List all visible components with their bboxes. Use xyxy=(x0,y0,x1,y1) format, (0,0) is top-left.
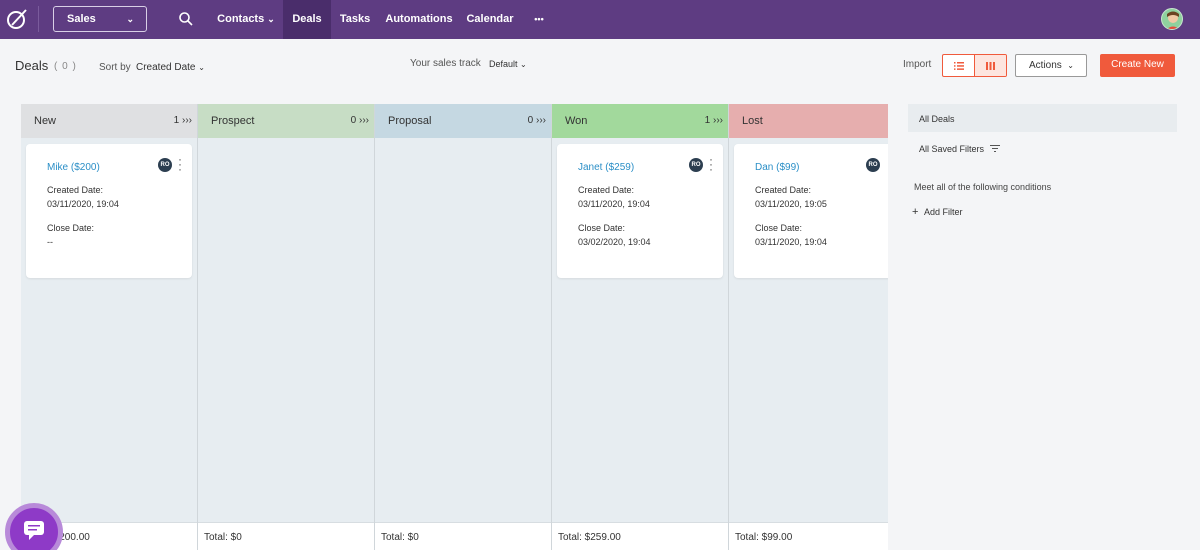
deal-card[interactable]: Janet ($259) RO · · · Created Date: 03/11/… xyxy=(557,144,723,278)
filter-panel: All Deals All Saved Filters Meet all of … xyxy=(908,104,1177,550)
deal-title-link[interactable]: Janet ($259) xyxy=(578,162,635,173)
chevron-down-icon: ⌄ xyxy=(267,14,275,24)
stage-name: Prospect xyxy=(211,115,255,127)
sales-track-label: Your sales track xyxy=(410,58,481,69)
chat-icon xyxy=(24,521,44,540)
nav-contacts-label: Contacts xyxy=(217,13,265,25)
user-avatar[interactable] xyxy=(1161,8,1183,30)
owner-avatar: RO xyxy=(866,158,880,172)
nav-tasks-label: Tasks xyxy=(339,13,371,25)
add-filter-button[interactable]: + Add Filter xyxy=(912,206,962,218)
close-date-value: -- xyxy=(47,237,53,247)
sort-label: Sort by xyxy=(99,62,131,73)
stage-count: 0 ››› xyxy=(350,115,369,126)
top-nav: Sales ⌄ Contacts ⌄ Deals Tasks Automatio… xyxy=(0,0,1200,39)
deal-title-link[interactable]: Dan ($99) xyxy=(755,162,800,173)
stage-column-lost: Lost 1 Dan ($99) RO Created Date: 03/11/… xyxy=(729,104,888,550)
actions-button[interactable]: Actions ⌄ xyxy=(1015,54,1087,77)
nav-calendar[interactable]: Calendar xyxy=(460,0,520,39)
all-deals-filter[interactable]: All Deals xyxy=(908,104,1177,132)
nav-divider xyxy=(38,6,39,32)
sales-track-select[interactable]: Default ⌄ xyxy=(489,59,527,69)
chevron-down-icon: ⌄ xyxy=(198,63,205,72)
view-toggle xyxy=(942,54,1007,77)
stage-count: 1 ››› xyxy=(173,115,192,126)
deal-title-link[interactable]: Mike ($200) xyxy=(47,162,100,173)
stage-column-prospect: Prospect 0 ››› Total: $0 xyxy=(198,104,375,550)
owner-avatar: RO xyxy=(158,158,172,172)
chevron-down-icon: ⌄ xyxy=(126,14,134,24)
chevron-down-icon: ⌄ xyxy=(520,60,527,69)
sort-select-value: Created Date xyxy=(136,62,196,73)
create-new-button[interactable]: Create New xyxy=(1100,54,1175,77)
conditions-text: Meet all of the following conditions xyxy=(914,182,1052,192)
owner-avatar: RO xyxy=(689,158,703,172)
filter-icon xyxy=(989,145,1000,152)
close-date-label: Close Date: xyxy=(755,223,803,233)
list-icon xyxy=(953,61,964,70)
deals-count: ( 0 ) xyxy=(54,61,77,72)
stage-header: Prospect 0 ››› xyxy=(198,104,374,138)
board-view-button[interactable] xyxy=(974,55,1006,76)
sort-select[interactable]: Created Date ⌄ xyxy=(136,62,205,73)
nav-contacts[interactable]: Contacts ⌄ xyxy=(210,0,282,39)
nav-deals[interactable]: Deals xyxy=(283,0,331,39)
stage-name: Won xyxy=(565,115,588,127)
add-filter-label: Add Filter xyxy=(923,207,963,217)
kebab-menu-icon[interactable]: · · · xyxy=(709,152,713,176)
created-date-value: 03/11/2020, 19:05 xyxy=(755,199,827,209)
nav-tasks[interactable]: Tasks xyxy=(331,0,379,39)
user-avatar-icon xyxy=(1167,11,1179,29)
app-logo-icon[interactable] xyxy=(6,8,28,30)
stage-column-new: New 1 ››› Mike ($200) RO · · · Created Dat… xyxy=(21,104,198,550)
page-title: Deals xyxy=(15,58,49,73)
saved-filters-label: All Saved Filters xyxy=(919,144,985,154)
created-date-value: 03/11/2020, 19:04 xyxy=(578,199,650,209)
list-view-button[interactable] xyxy=(943,55,974,76)
stage-count: 0 ››› xyxy=(527,115,546,126)
import-link[interactable]: Import xyxy=(903,59,932,70)
plus-icon: + xyxy=(912,206,919,218)
chevron-down-icon: ⌄ xyxy=(1067,61,1074,70)
created-date-label: Created Date: xyxy=(47,185,104,195)
more-menu-icon[interactable]: ••• xyxy=(534,14,544,24)
saved-filters-toggle[interactable]: All Saved Filters xyxy=(919,144,1000,154)
stage-total: Total: $0 xyxy=(198,522,374,550)
stage-column-won: Won 1 ››› Janet ($259) RO · · · Created Da… xyxy=(552,104,729,550)
kebab-menu-icon[interactable]: · · · xyxy=(178,152,182,176)
search-icon[interactable] xyxy=(178,11,194,27)
close-date-label: Close Date: xyxy=(47,223,95,233)
stage-name: New xyxy=(34,115,57,127)
deal-card[interactable]: Mike ($200) RO · · · Created Date: 03/11/2… xyxy=(26,144,192,278)
created-date-label: Created Date: xyxy=(755,185,812,195)
stage-header: New 1 ››› xyxy=(21,104,197,138)
stage-total: Total: $99.00 xyxy=(729,522,888,550)
created-date-value: 03/11/2020, 19:04 xyxy=(47,199,119,209)
board-icon xyxy=(986,61,995,70)
nav-calendar-label: Calendar xyxy=(466,13,514,25)
deals-board: New 1 ››› Mike ($200) RO · · · Created Dat… xyxy=(21,104,888,550)
stage-count: 1 ››› xyxy=(704,115,723,126)
nav-deals-label: Deals xyxy=(292,13,322,25)
stage-header: Proposal 0 ››› xyxy=(375,104,551,138)
deal-card[interactable]: Dan ($99) RO Created Date: 03/11/2020, 1… xyxy=(734,144,888,278)
stage-header: Lost 1 xyxy=(729,104,888,138)
close-date-value: 03/11/2020, 19:04 xyxy=(755,237,827,247)
created-date-label: Created Date: xyxy=(578,185,635,195)
close-date-label: Close Date: xyxy=(578,223,626,233)
module-select[interactable]: Sales ⌄ xyxy=(53,6,147,32)
module-select-label: Sales xyxy=(67,13,96,25)
stage-total: Total: $0 xyxy=(375,522,551,550)
chat-launcher-button[interactable] xyxy=(5,503,63,550)
stage-name: Proposal xyxy=(388,115,432,127)
stage-column-proposal: Proposal 0 ››› Total: $0 xyxy=(375,104,552,550)
nav-automations[interactable]: Automations xyxy=(381,0,457,39)
sales-track-value: Default xyxy=(489,59,518,69)
close-date-value: 03/02/2020, 19:04 xyxy=(578,237,651,247)
actions-button-label: Actions xyxy=(1029,60,1062,71)
stage-total: Total: $259.00 xyxy=(552,522,728,550)
stage-header: Won 1 ››› xyxy=(552,104,728,138)
nav-automations-label: Automations xyxy=(385,13,453,25)
stage-name: Lost xyxy=(742,115,763,127)
